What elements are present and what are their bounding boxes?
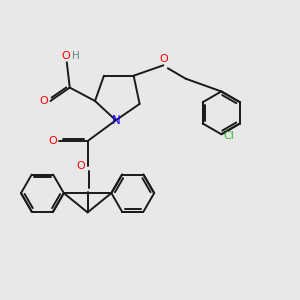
Text: O: O xyxy=(40,96,48,106)
Text: H: H xyxy=(72,51,80,61)
Text: O: O xyxy=(48,136,57,146)
Text: O: O xyxy=(159,54,168,64)
Text: O: O xyxy=(77,161,85,171)
Text: Cl: Cl xyxy=(223,131,234,141)
Text: N: N xyxy=(111,114,120,127)
Text: O: O xyxy=(61,51,70,61)
